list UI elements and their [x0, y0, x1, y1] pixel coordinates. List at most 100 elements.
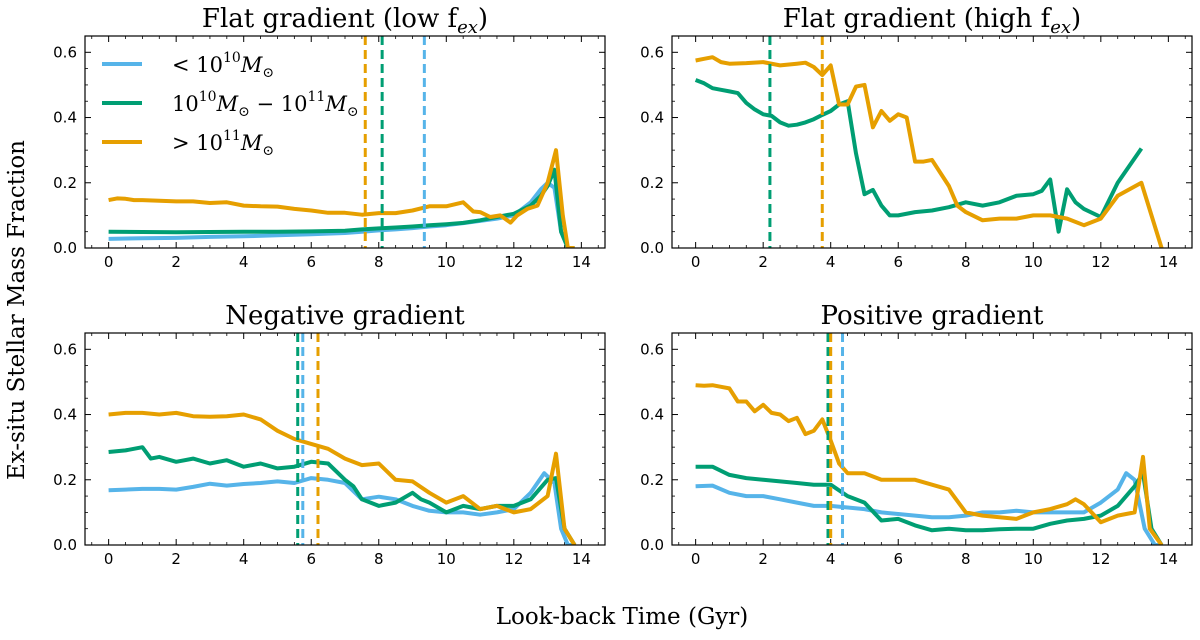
- series-line-high: [108, 410, 577, 545]
- x-tick-label: 8: [374, 253, 384, 271]
- x-tick-label: 8: [961, 550, 971, 568]
- panel-title: Flat gradient (high fex): [783, 4, 1081, 38]
- legend-label-tail: M: [240, 53, 263, 77]
- x-tick-label: 2: [171, 550, 181, 568]
- legend-label-sup: 10: [223, 50, 241, 66]
- x-tick-label: 10: [437, 550, 456, 568]
- series-line-high: [108, 148, 575, 248]
- x-tick-label: 6: [306, 550, 316, 568]
- panel-title: Negative gradient: [225, 301, 465, 331]
- legend-label-base: < 10: [172, 53, 223, 77]
- panel-title-main: Flat gradient (low f: [202, 4, 460, 34]
- x-tick-label: 14: [1159, 253, 1178, 271]
- panel-1: Flat gradient (low fex) 0 2 4 6 8 10 12 14 0.0 0.2…: [53, 4, 606, 271]
- x-tick-label: 4: [239, 253, 249, 271]
- x-tick-label: 4: [239, 550, 249, 568]
- x-tick-label: 2: [758, 550, 768, 568]
- y-tick-label: 0.6: [53, 340, 77, 358]
- legend-label-base: 10: [172, 92, 199, 116]
- legend-label-tail: M: [240, 131, 263, 155]
- legend-label-sub: ⊙: [262, 65, 274, 81]
- panel-title-main: Flat gradient (high f: [783, 4, 1053, 34]
- x-tick-label: 12: [1091, 253, 1110, 271]
- panel-3: Negative gradient 0 2 4 6 8 10 12 14 0.0 0.2 0.4 0.6: [53, 301, 606, 568]
- y-tick-label: 0.2: [640, 174, 664, 192]
- panel-title-main: Negative gradient: [225, 301, 465, 331]
- x-tick-label: 12: [504, 550, 523, 568]
- legend-label-mid: 1010M⊙ − 1011M⊙: [172, 89, 359, 120]
- x-tick-label: 10: [1024, 550, 1043, 568]
- x-tick-label: 8: [961, 253, 971, 271]
- panel-frame: [84, 332, 606, 546]
- panel-frame: [671, 35, 1193, 249]
- x-tick-label: 0: [104, 253, 114, 271]
- y-tick-label: 0.4: [640, 406, 664, 424]
- panel-title-end: ): [478, 4, 488, 34]
- panel-title: Flat gradient (low fex): [202, 4, 488, 38]
- figure-ylabel: Ex-situ Stellar Mass Fraction: [4, 140, 30, 480]
- x-tick-label: 10: [437, 253, 456, 271]
- panel-4: Positive gradient 0 2 4 6 8 10 12 14 0.0 0.2 0.4 0.6: [640, 301, 1193, 568]
- x-tick-label: 12: [504, 253, 523, 271]
- series-line-high: [695, 383, 1164, 545]
- x-tick-label: 0: [691, 550, 701, 568]
- panel-frame: [671, 332, 1193, 546]
- series-line-mid: [695, 464, 1164, 545]
- panel-title-end: ): [1071, 4, 1081, 34]
- series-line-mid: [694, 78, 1144, 234]
- panel-title-subscript: ex: [457, 17, 478, 38]
- y-tick-label: 0.2: [53, 174, 77, 192]
- panel-title-subscript: ex: [1050, 17, 1071, 38]
- x-tick-label: 14: [1159, 550, 1178, 568]
- series-line-low: [695, 471, 1162, 545]
- y-tick-label: 0.0: [53, 536, 77, 554]
- legend-label-mid2: − 10: [250, 92, 308, 116]
- y-tick-label: 0.6: [640, 43, 664, 61]
- x-tick-label: 4: [826, 253, 836, 271]
- panel-title-main: Positive gradient: [821, 301, 1045, 331]
- x-tick-label: 12: [1091, 550, 1110, 568]
- legend: < 1010M⊙1010M⊙ − 1011M⊙> 1011M⊙: [102, 50, 359, 159]
- x-tick-label: 4: [826, 550, 836, 568]
- panel-2: Flat gradient (high fex) 0 2 4 6 8 10 12 14 0.0 0.…: [640, 4, 1193, 271]
- y-tick-label: 0.4: [53, 406, 77, 424]
- x-tick-label: 6: [893, 253, 903, 271]
- y-tick-label: 0.2: [53, 471, 77, 489]
- series-line-high: [695, 55, 1164, 248]
- x-tick-label: 0: [691, 253, 701, 271]
- legend-label-sub: ⊙: [238, 104, 250, 120]
- x-tick-label: 14: [572, 253, 591, 271]
- figure-xlabel: Look-back Time (Gyr): [496, 604, 749, 630]
- legend-label-mid: M: [216, 92, 239, 116]
- legend-label-base: > 10: [172, 131, 223, 155]
- x-tick-label: 2: [758, 253, 768, 271]
- legend-label-sub: ⊙: [262, 143, 274, 159]
- x-tick-label: 6: [306, 253, 316, 271]
- y-tick-label: 0.0: [640, 536, 664, 554]
- panel-frame: [84, 35, 606, 249]
- y-tick-label: 0.4: [53, 109, 77, 127]
- y-tick-label: 0.4: [640, 109, 664, 127]
- x-tick-label: 8: [374, 550, 384, 568]
- y-tick-label: 0.6: [640, 340, 664, 358]
- x-tick-label: 0: [104, 550, 114, 568]
- y-tick-label: 0.0: [53, 239, 77, 257]
- legend-label-high: > 1011M⊙: [172, 128, 274, 159]
- series-line-mid: [108, 445, 577, 545]
- legend-label-sup2: 11: [307, 89, 325, 105]
- legend-label-sub2: ⊙: [347, 104, 359, 120]
- x-tick-label: 6: [893, 550, 903, 568]
- y-tick-label: 0.0: [640, 239, 664, 257]
- legend-label-low: < 1010M⊙: [172, 50, 274, 81]
- x-tick-label: 2: [171, 253, 181, 271]
- legend-label-sup: 11: [223, 128, 241, 144]
- panel-title: Positive gradient: [821, 301, 1045, 331]
- x-tick-label: 14: [572, 550, 591, 568]
- y-tick-label: 0.2: [640, 471, 664, 489]
- y-tick-label: 0.6: [53, 43, 77, 61]
- legend-label-sup: 10: [199, 89, 217, 105]
- legend-label-tail: M: [324, 92, 347, 116]
- x-tick-label: 10: [1024, 253, 1043, 271]
